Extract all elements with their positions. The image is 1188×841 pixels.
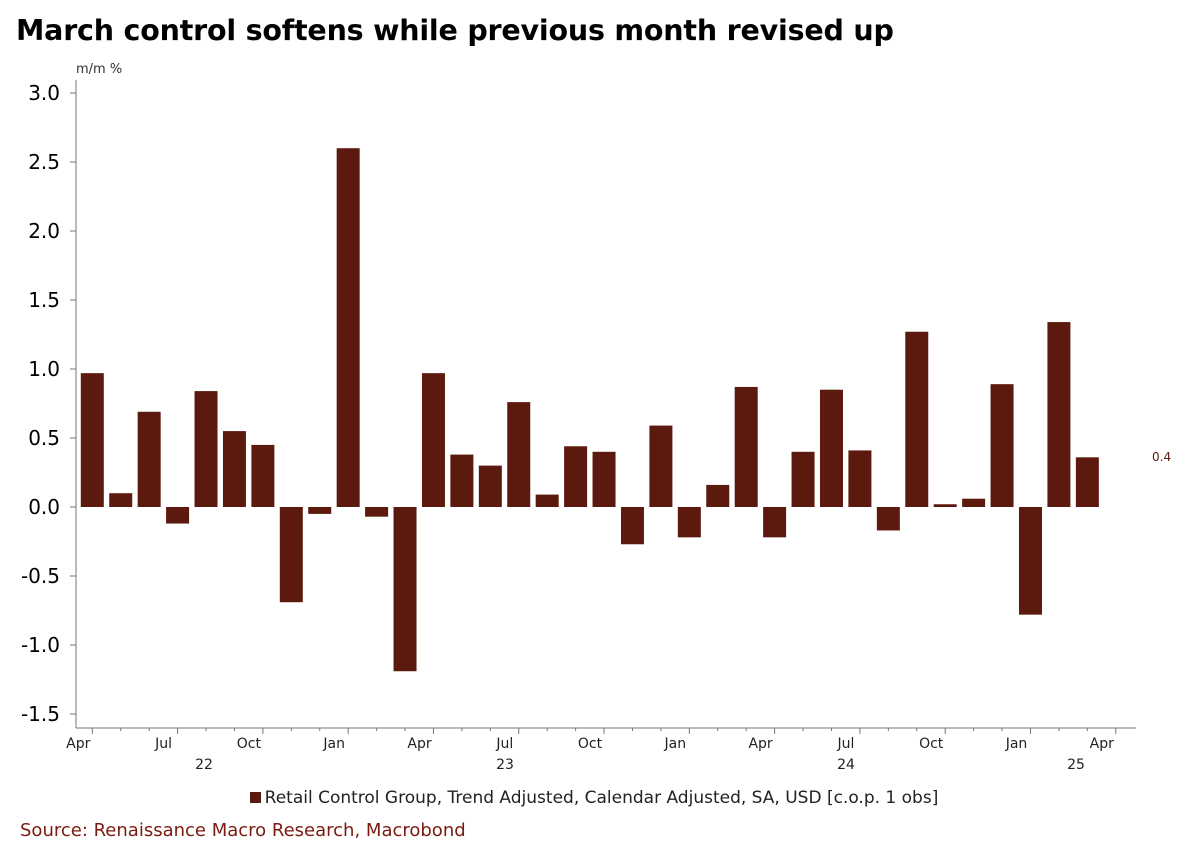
bar-2022-06 [138,412,161,507]
y-tick-label: -1.5 [21,702,60,726]
bar-chart: 3.0 2.5 2.0 1.5 1.0 0.5 0.0 -0.5 -1.0 -1.5 Apr Jul… [0,0,1188,790]
bar-2023-09 [564,446,587,507]
x-year-label: 23 [496,757,514,773]
bar-2024-04 [763,507,786,537]
x-tick-label: Oct [237,736,262,752]
y-tick-label: -1.0 [21,633,60,657]
bars-group [81,148,1099,671]
bar-2023-05 [450,455,473,507]
bar-2023-01 [337,148,360,507]
x-year-label: 22 [195,757,213,773]
x-tick-label: Jan [664,736,687,752]
x-year-label: 24 [837,757,855,773]
bar-2022-05 [109,493,132,507]
y-tick-label: 0.5 [28,426,60,450]
legend-swatch [250,792,261,803]
bar-2024-09 [905,332,928,507]
bar-2025-03 [1076,457,1099,507]
x-tick-label: Apr [66,736,90,752]
y-tick-label: 2.5 [28,150,60,174]
bar-2022-09 [223,431,246,507]
bar-2023-12 [649,426,672,507]
bar-2024-03 [735,387,758,507]
bar-2024-10 [934,504,957,507]
bar-2024-06 [820,390,843,507]
bar-2022-11 [280,507,303,602]
bar-2022-07 [166,507,189,524]
bar-2024-12 [991,384,1014,507]
x-tick-label: Jul [836,736,854,752]
x-tick-label: Apr [1090,736,1114,752]
bar-2022-08 [195,391,218,507]
source-note: Source: Renaissance Macro Research, Macr… [20,820,466,841]
x-tick-label: Apr [748,736,772,752]
bar-2024-05 [792,452,815,507]
y-tick-label: -0.5 [21,564,60,588]
bar-2022-12 [308,507,331,514]
x-axis: Apr Jul Oct Jan Apr Jul Oct Jan Apr Jul Oct Jan Apr 2… [66,728,1136,773]
bar-2024-11 [962,499,985,507]
bar-2024-01 [678,507,701,537]
y-tick-label: 1.0 [28,357,60,381]
bar-2023-02 [365,507,388,517]
bar-2023-11 [621,507,644,544]
y-tick-label: 2.0 [28,219,60,243]
y-axis: 3.0 2.5 2.0 1.5 1.0 0.5 0.0 -0.5 -1.0 -1.5 [21,80,76,728]
y-tick-label: 1.5 [28,288,60,312]
x-tick-label: Jul [495,736,513,752]
bar-2023-07 [507,402,530,507]
bar-2024-08 [877,507,900,530]
bar-2023-08 [536,495,559,507]
x-tick-label: Oct [578,736,603,752]
bar-2023-06 [479,466,502,507]
bar-2023-04 [422,373,445,507]
bar-2022-04 [81,373,104,507]
x-tick-label: Apr [407,736,431,752]
bar-2023-03 [394,507,417,671]
bar-2024-07 [848,450,871,507]
bar-2024-02 [706,485,729,507]
x-tick-label: Jan [322,736,345,752]
bar-2025-02 [1047,322,1070,507]
bar-2025-01 [1019,507,1042,615]
x-year-label: 25 [1067,757,1085,773]
x-tick-label: Oct [919,736,944,752]
x-tick-label: Jan [1005,736,1028,752]
x-tick-label: Jul [154,736,172,752]
y-tick-label: 0.0 [28,495,60,519]
legend: Retail Control Group, Trend Adjusted, Ca… [0,788,1188,808]
last-value-label: 0.4 [1152,450,1171,464]
y-tick-label: 3.0 [28,81,60,105]
legend-series-label: Retail Control Group, Trend Adjusted, Ca… [265,788,939,808]
bar-2022-10 [251,445,274,507]
bar-2023-10 [593,452,616,507]
